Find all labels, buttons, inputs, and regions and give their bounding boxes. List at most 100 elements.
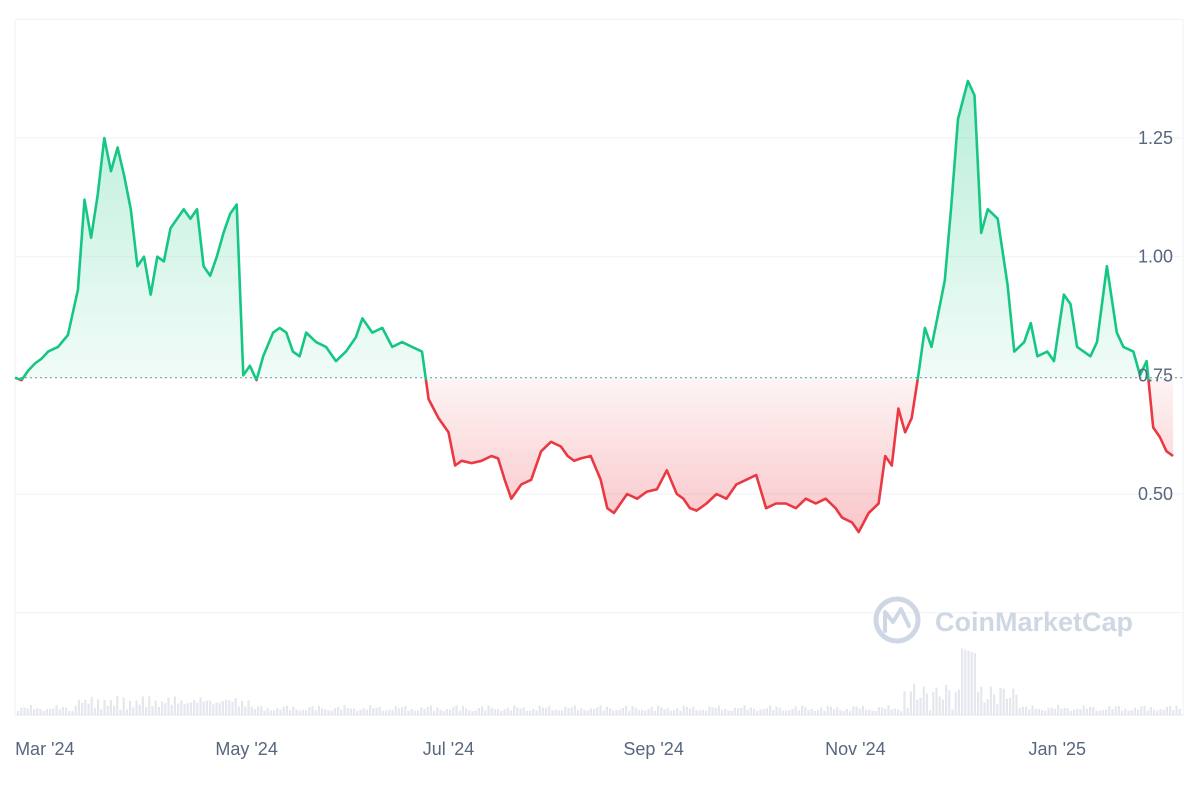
volume-bar	[724, 708, 727, 715]
volume-bar	[769, 705, 772, 715]
volume-bar	[1063, 707, 1066, 715]
volume-bar	[439, 709, 442, 715]
volume-bar	[276, 707, 279, 715]
data-point	[626, 493, 629, 496]
volume-bar	[292, 706, 295, 715]
volume-bar	[429, 705, 432, 715]
data-point	[540, 450, 543, 453]
volume-bar	[170, 704, 173, 715]
volume-bar	[410, 709, 413, 715]
data-point	[1145, 360, 1148, 363]
volume-bar	[1175, 705, 1178, 715]
volume-bar	[436, 707, 439, 715]
data-point	[345, 350, 348, 353]
price-line-above	[14, 79, 1150, 380]
data-point	[278, 327, 281, 330]
volume-bar	[161, 701, 164, 715]
data-point	[47, 350, 50, 353]
data-point	[937, 312, 940, 315]
data-point	[1165, 450, 1168, 453]
volume-bar	[205, 700, 208, 715]
volume-bar	[375, 707, 378, 715]
volume-bar	[103, 699, 106, 715]
volume-bar	[698, 710, 701, 715]
volume-bar	[1037, 709, 1040, 715]
volume-bar	[1082, 705, 1085, 715]
data-point	[560, 445, 563, 448]
volume-bar	[445, 709, 448, 715]
volume-bar	[1172, 710, 1175, 715]
volume-bar	[516, 707, 519, 715]
volume-bar	[740, 707, 743, 715]
volume-bar	[1162, 710, 1165, 715]
data-point	[967, 80, 970, 83]
volume-bar	[404, 706, 407, 715]
data-point	[824, 497, 827, 500]
volume-bar	[849, 710, 852, 715]
volume-bar	[1101, 710, 1104, 715]
volume-bar	[881, 707, 884, 715]
data-point	[34, 362, 37, 365]
volume-bar	[228, 700, 231, 715]
volume-bar	[743, 705, 746, 715]
grid-lines	[14, 18, 1184, 716]
volume-bar	[903, 691, 906, 715]
volume-bar	[733, 707, 736, 715]
volume-bar	[1149, 707, 1152, 715]
volume-bar	[573, 705, 576, 715]
data-point	[841, 516, 844, 519]
volume-bar	[308, 707, 311, 715]
data-point	[325, 346, 328, 349]
volume-bar	[593, 708, 596, 715]
volume-bar	[1092, 707, 1095, 715]
volume-bar	[1025, 706, 1028, 715]
data-point	[196, 208, 199, 211]
x-tick-label: May '24	[215, 739, 277, 759]
volume-bar	[1169, 706, 1172, 715]
data-point	[834, 507, 837, 510]
data-point	[1116, 331, 1119, 334]
data-point	[480, 460, 483, 463]
volume-bar	[964, 649, 967, 715]
volume-bar	[209, 700, 212, 715]
data-point	[216, 255, 219, 258]
volume-bar	[1146, 710, 1149, 715]
volume-bar	[919, 697, 922, 715]
volume-bar	[391, 709, 394, 715]
volume-bar	[961, 648, 964, 715]
data-point	[470, 462, 473, 465]
volume-bar	[506, 707, 509, 715]
volume-bar	[55, 705, 58, 715]
volume-bar	[129, 700, 132, 715]
data-point	[57, 346, 60, 349]
volume-bar	[193, 700, 196, 715]
volume-bar	[801, 705, 804, 715]
volume-bar	[314, 710, 317, 715]
volume-bar	[109, 699, 112, 715]
y-tick-label: 0.50	[1138, 484, 1173, 504]
volume-bar	[423, 708, 426, 715]
volume-bar	[522, 707, 525, 715]
volume-bar	[749, 707, 752, 715]
volume-bar	[481, 706, 484, 715]
x-tick-label: Nov '24	[825, 739, 885, 759]
volume-bar	[996, 704, 999, 715]
volume-bar	[397, 708, 400, 715]
volume-bar	[189, 702, 192, 715]
volume-bar	[701, 709, 704, 715]
volume-bar	[868, 709, 871, 715]
volume-bar	[929, 710, 932, 715]
data-point	[242, 374, 245, 377]
volume-bar	[442, 711, 445, 715]
data-point	[315, 341, 318, 344]
data-point	[1006, 284, 1009, 287]
volume-bar	[1124, 708, 1127, 715]
volume-bar	[426, 706, 429, 715]
data-point	[401, 341, 404, 344]
data-point	[454, 464, 457, 467]
volume-bar	[199, 697, 202, 715]
volume-bar	[567, 708, 570, 715]
volume-bar	[759, 709, 762, 715]
